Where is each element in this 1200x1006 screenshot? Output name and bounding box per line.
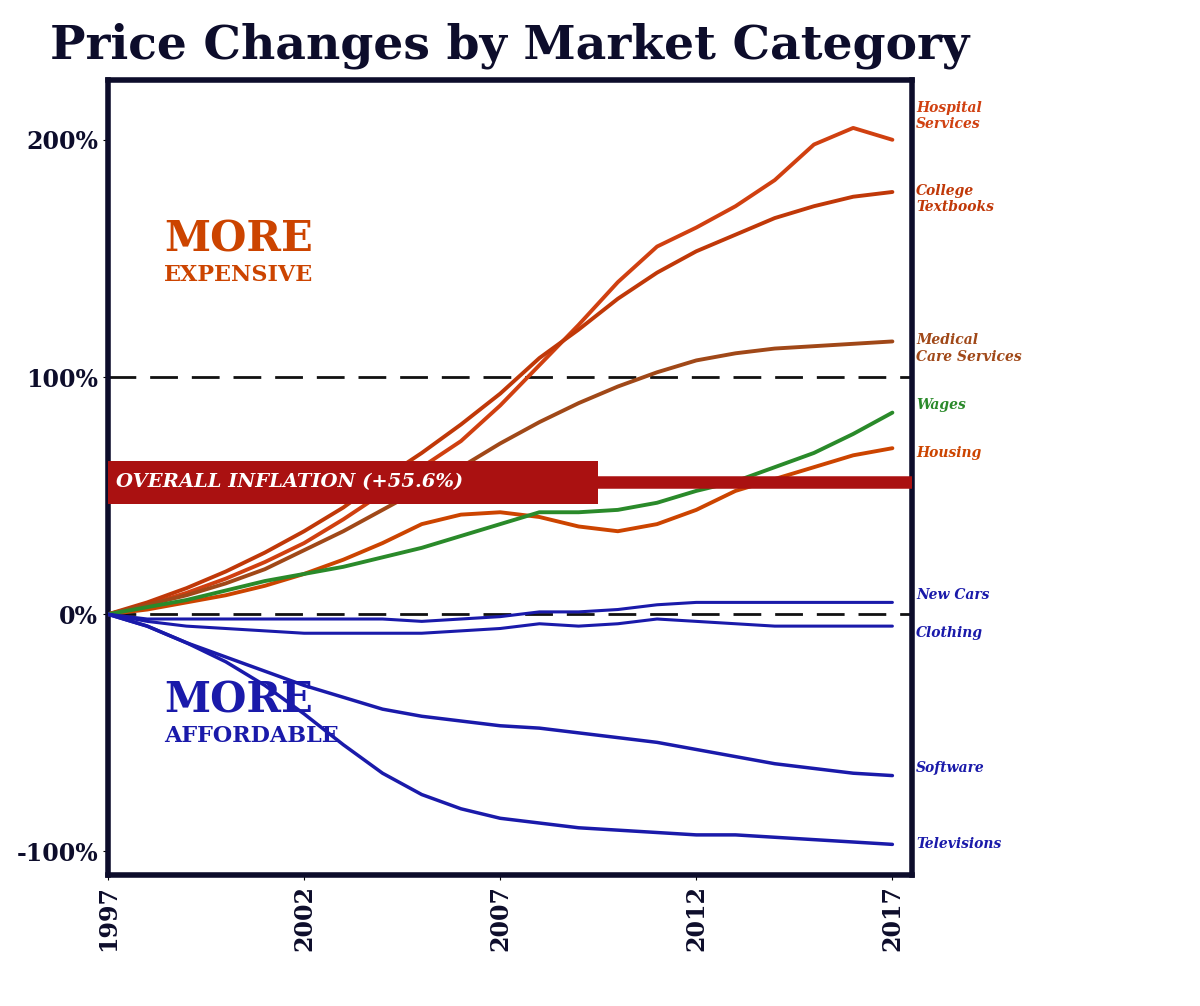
Text: Televisions: Televisions (916, 837, 1001, 851)
Text: New Cars: New Cars (916, 589, 989, 603)
Text: MORE: MORE (164, 218, 313, 261)
Text: College
Textbooks: College Textbooks (916, 184, 994, 214)
Text: Clothing: Clothing (916, 627, 983, 640)
Title: Price Changes by Market Category: Price Changes by Market Category (50, 22, 970, 68)
Text: Medical
Care Services: Medical Care Services (916, 333, 1021, 363)
Text: Wages: Wages (916, 398, 966, 412)
Text: Software: Software (916, 762, 985, 776)
FancyBboxPatch shape (108, 461, 599, 504)
Text: Housing: Housing (916, 446, 982, 460)
Text: Hospital
Services: Hospital Services (916, 101, 982, 131)
Text: OVERALL INFLATION (+55.6%): OVERALL INFLATION (+55.6%) (116, 474, 463, 491)
Text: EXPENSIVE: EXPENSIVE (164, 265, 313, 286)
Text: AFFORDABLE: AFFORDABLE (164, 725, 340, 747)
Text: MORE: MORE (164, 679, 313, 721)
